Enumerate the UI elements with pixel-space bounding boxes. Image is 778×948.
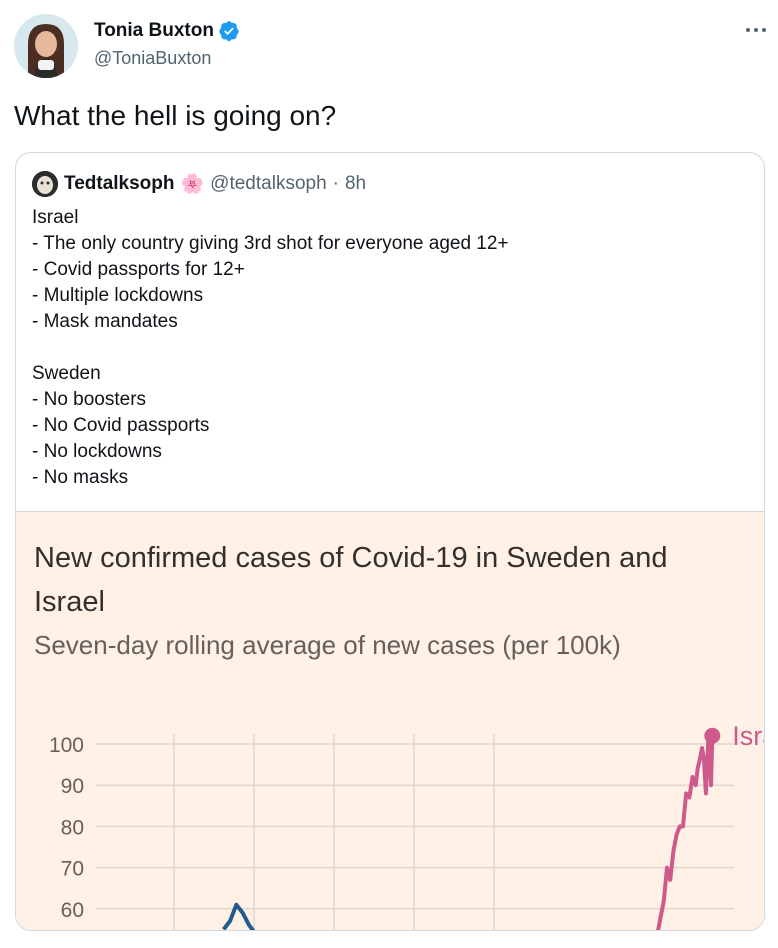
quoted-name[interactable]: Tedtalksoph bbox=[64, 173, 175, 194]
quoted-tweet[interactable]: Tedtalksoph 🌸 @tedtalksoph · 8h Israel -… bbox=[15, 152, 765, 931]
list-item: - Covid passports for 12+ bbox=[32, 259, 245, 280]
author-handle[interactable]: @ToniaBuxton bbox=[94, 48, 212, 68]
quoted-body: Israel - The only country giving 3rd sho… bbox=[32, 205, 509, 491]
tweet-text: What the hell is going on? bbox=[14, 100, 337, 131]
separator-dot: · bbox=[332, 173, 339, 194]
more-dots-icon[interactable] bbox=[742, 20, 770, 40]
list-item: - No Covid passports bbox=[32, 415, 210, 436]
end-marker bbox=[704, 727, 721, 744]
author-avatar[interactable] bbox=[14, 14, 78, 78]
quoted-time[interactable]: 8h bbox=[344, 173, 367, 194]
quoted-header: Tedtalksoph 🌸 @tedtalksoph · 8h bbox=[32, 171, 366, 197]
list-item: - Multiple lockdowns bbox=[32, 285, 204, 306]
chart-subtitle: Seven-day rolling average of new cases (… bbox=[34, 630, 621, 660]
series-line-sweden bbox=[222, 902, 256, 930]
chart-title: New confirmed cases of Covid-19 in Swede… bbox=[34, 542, 668, 618]
author-name[interactable]: Tonia Buxton bbox=[94, 20, 214, 41]
list-item: - No boosters bbox=[32, 389, 147, 410]
y-tick-label: 60 bbox=[61, 899, 84, 922]
chart-image[interactable]: New confirmed cases of Covid-19 in Swede… bbox=[16, 511, 764, 930]
series-line-israel bbox=[656, 733, 715, 930]
quoted-handle[interactable]: @tedtalksoph bbox=[210, 173, 327, 194]
y-tick-label: 70 bbox=[61, 858, 84, 881]
y-tick-label: 80 bbox=[61, 816, 84, 839]
list-item: - Mask mandates bbox=[32, 311, 178, 332]
y-tick-label: 100 bbox=[49, 734, 84, 757]
quoted-avatar[interactable] bbox=[32, 171, 58, 197]
chart-plot: 100 90 80 70 60 Israel bbox=[49, 721, 764, 930]
list-item: - No masks bbox=[32, 467, 129, 488]
list-item: - The only country giving 3rd shot for e… bbox=[32, 233, 509, 254]
list-item: - No lockdowns bbox=[32, 441, 162, 462]
series-label-israel: Israel bbox=[732, 721, 764, 751]
flower-emoji-icon: 🌸 bbox=[180, 174, 205, 195]
verified-badge-icon bbox=[219, 21, 239, 42]
israel-title: Israel bbox=[32, 207, 79, 228]
sweden-title: Sweden bbox=[32, 363, 101, 384]
y-tick-label: 90 bbox=[61, 775, 84, 798]
